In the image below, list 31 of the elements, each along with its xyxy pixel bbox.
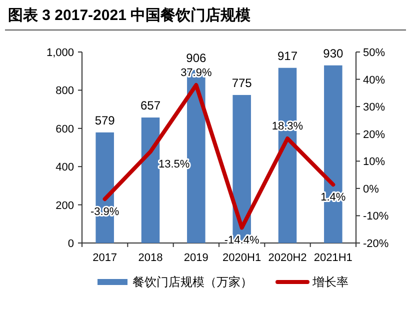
y-tick-label: 0 — [68, 238, 74, 250]
chart-title: 图表 3 2017-2021 中国餐饮门店规模 — [8, 6, 252, 24]
y2-tick-label: -20% — [363, 238, 389, 250]
data-label: 906 — [186, 50, 206, 65]
x-tick-label: 2021H1 — [314, 252, 352, 264]
y2-tick-label: 10% — [363, 156, 386, 168]
y-tick-label: 800 — [56, 85, 74, 98]
bar — [141, 118, 160, 243]
data-label: 579 — [94, 113, 116, 128]
y2-tick-label: 30% — [363, 102, 386, 114]
legend-label: 增长率 — [312, 275, 348, 289]
x-tick-label: 2018 — [138, 252, 163, 264]
x-tick-label: 2020H2 — [268, 252, 307, 264]
y2-tick-label: 50% — [363, 47, 386, 59]
y-tick-label: 200 — [56, 200, 74, 212]
y-tick-label: 600 — [56, 123, 74, 136]
data-label: 917 — [277, 48, 298, 63]
data-label: 930 — [323, 46, 344, 60]
x-tick-label: 2019 — [184, 252, 208, 264]
y-tick-label: 1,000 — [46, 47, 74, 59]
y2-tick-label: 40% — [363, 74, 386, 86]
x-tick-label: 2017 — [92, 252, 118, 264]
data-label: 657 — [140, 98, 161, 113]
y2-tick-label: 0% — [363, 183, 380, 196]
legend-label: 餐饮门店规模（万家） — [132, 275, 252, 289]
y2-tick-label: 20% — [363, 128, 386, 141]
y-tick-label: 400 — [56, 162, 74, 174]
x-tick-label: 2020H1 — [222, 252, 262, 264]
y2-tick-label: -10% — [363, 210, 389, 223]
data-label: -14.4% — [224, 234, 260, 247]
data-label: 775 — [232, 76, 252, 90]
